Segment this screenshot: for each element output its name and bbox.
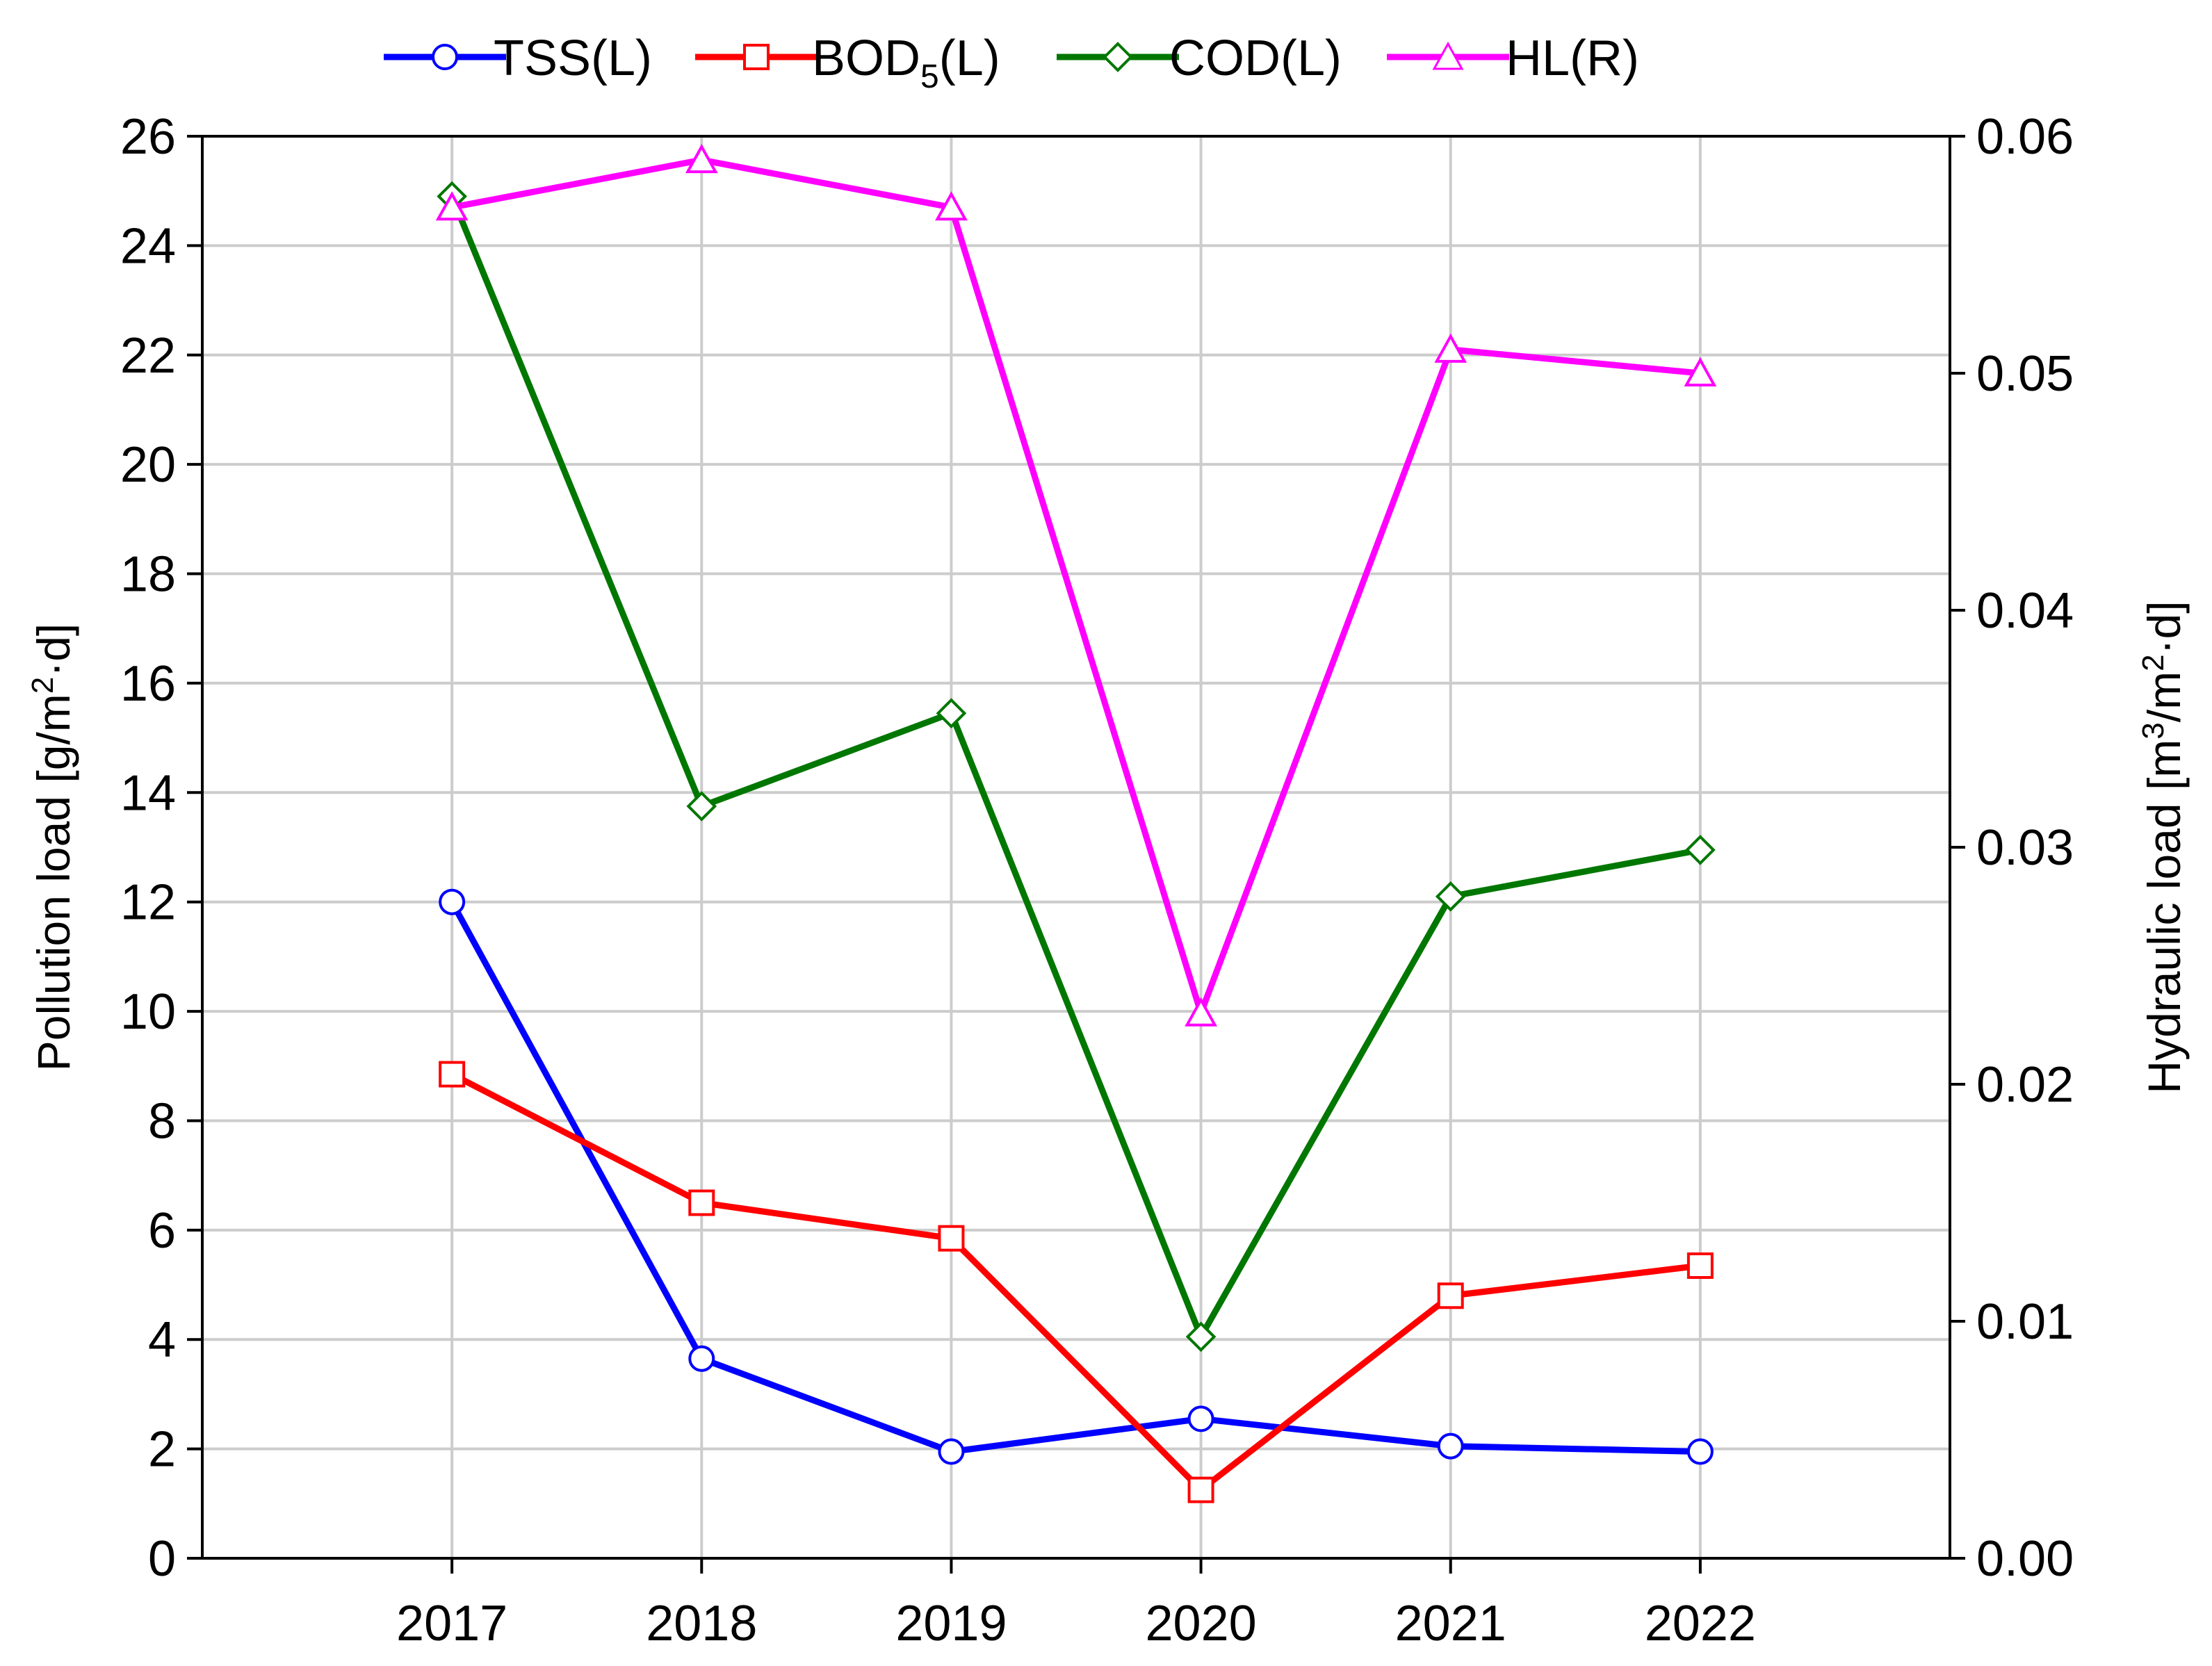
data-point <box>1187 1476 1214 1503</box>
legend-label-tss: TSS(L) <box>494 31 652 86</box>
left-tick-label: 0 <box>148 1531 176 1587</box>
data-point <box>938 1225 965 1252</box>
data-point <box>1434 333 1467 363</box>
series-3 <box>435 143 1717 1027</box>
data-point <box>435 191 469 221</box>
legend-item-cod: COD(L) <box>1057 31 1342 86</box>
series-line <box>449 900 1700 1455</box>
data-point <box>688 1345 715 1372</box>
data-point <box>685 143 718 174</box>
left-tick-label: 22 <box>120 328 176 384</box>
left-tick-label: 12 <box>120 875 176 931</box>
data-point <box>1437 1432 1464 1460</box>
x-tick-label: 2021 <box>1395 1596 1506 1651</box>
data-point <box>688 1189 715 1216</box>
legend: TSS(L) BOD5(L) COD(L) HL(R) <box>384 31 1639 95</box>
data-point <box>1685 835 1716 865</box>
left-tick-label: 14 <box>120 765 176 821</box>
series-line <box>448 195 1701 1340</box>
left-tick-label: 18 <box>120 547 176 603</box>
right-tick-label: 0.04 <box>1976 583 2074 639</box>
legend-item-bod5: BOD5(L) <box>695 31 1000 95</box>
left-axis-label: Pollution load [g/m2·d] <box>26 623 79 1072</box>
right-y-axis: 0.00 0.01 0.02 0.03 0.04 0.05 0.06 <box>1950 109 2074 1587</box>
x-tick-label: 2022 <box>1645 1596 1756 1651</box>
legend-label-cod: COD(L) <box>1169 31 1342 86</box>
data-point <box>439 1061 466 1088</box>
data-point <box>1185 997 1217 1027</box>
data-point <box>1686 1252 1714 1279</box>
data-point <box>1185 1321 1217 1353</box>
legend-item-hl: HL(R) <box>1387 31 1639 86</box>
data-point <box>1187 1405 1214 1432</box>
left-tick-label: 10 <box>120 984 176 1040</box>
left-tick-label: 8 <box>148 1093 176 1149</box>
legend-label-bod5: BOD5(L) <box>812 31 1000 95</box>
data-point <box>936 698 967 729</box>
data-point <box>1686 1438 1714 1465</box>
data-point <box>935 191 968 221</box>
left-tick-label: 2 <box>148 1422 176 1478</box>
legend-item-tss: TSS(L) <box>384 31 652 86</box>
series-1 <box>439 1061 1714 1503</box>
right-tick-label: 0.02 <box>1976 1057 2074 1113</box>
data-point <box>439 888 466 915</box>
data-point <box>938 1438 965 1465</box>
x-tick-label: 2017 <box>396 1596 507 1651</box>
right-tick-label: 0.01 <box>1976 1294 2074 1350</box>
legend-label-hl: HL(R) <box>1506 31 1639 86</box>
x-tick-label: 2018 <box>646 1596 757 1651</box>
series-line <box>451 156 1701 1017</box>
series-layer <box>435 143 1717 1503</box>
x-axis: 2017 2018 2019 2020 2021 2022 <box>396 1558 1756 1651</box>
data-point <box>1435 881 1466 912</box>
right-tick-label: 0.03 <box>1976 820 2074 876</box>
series-0 <box>439 888 1714 1465</box>
data-point <box>1437 1282 1464 1309</box>
x-tick-label: 2019 <box>895 1596 1007 1651</box>
x-tick-label: 2020 <box>1145 1596 1256 1651</box>
left-tick-label: 26 <box>120 109 176 165</box>
right-tick-label: 0.06 <box>1976 109 2074 165</box>
left-tick-label: 20 <box>120 437 176 493</box>
left-tick-label: 16 <box>120 656 176 712</box>
right-tick-label: 0.05 <box>1976 346 2074 402</box>
plot-frame <box>201 135 1951 1560</box>
grid-lines <box>202 136 1950 1558</box>
series-line <box>450 1071 1701 1494</box>
data-point <box>686 791 717 822</box>
left-tick-label: 24 <box>120 218 176 274</box>
right-axis-label: Hydraulic load [m3/m2·d] <box>2136 601 2190 1093</box>
right-tick-label: 0.00 <box>1976 1531 2074 1587</box>
left-tick-label: 6 <box>148 1203 176 1259</box>
left-tick-label: 4 <box>148 1312 176 1368</box>
data-point <box>1684 357 1717 386</box>
